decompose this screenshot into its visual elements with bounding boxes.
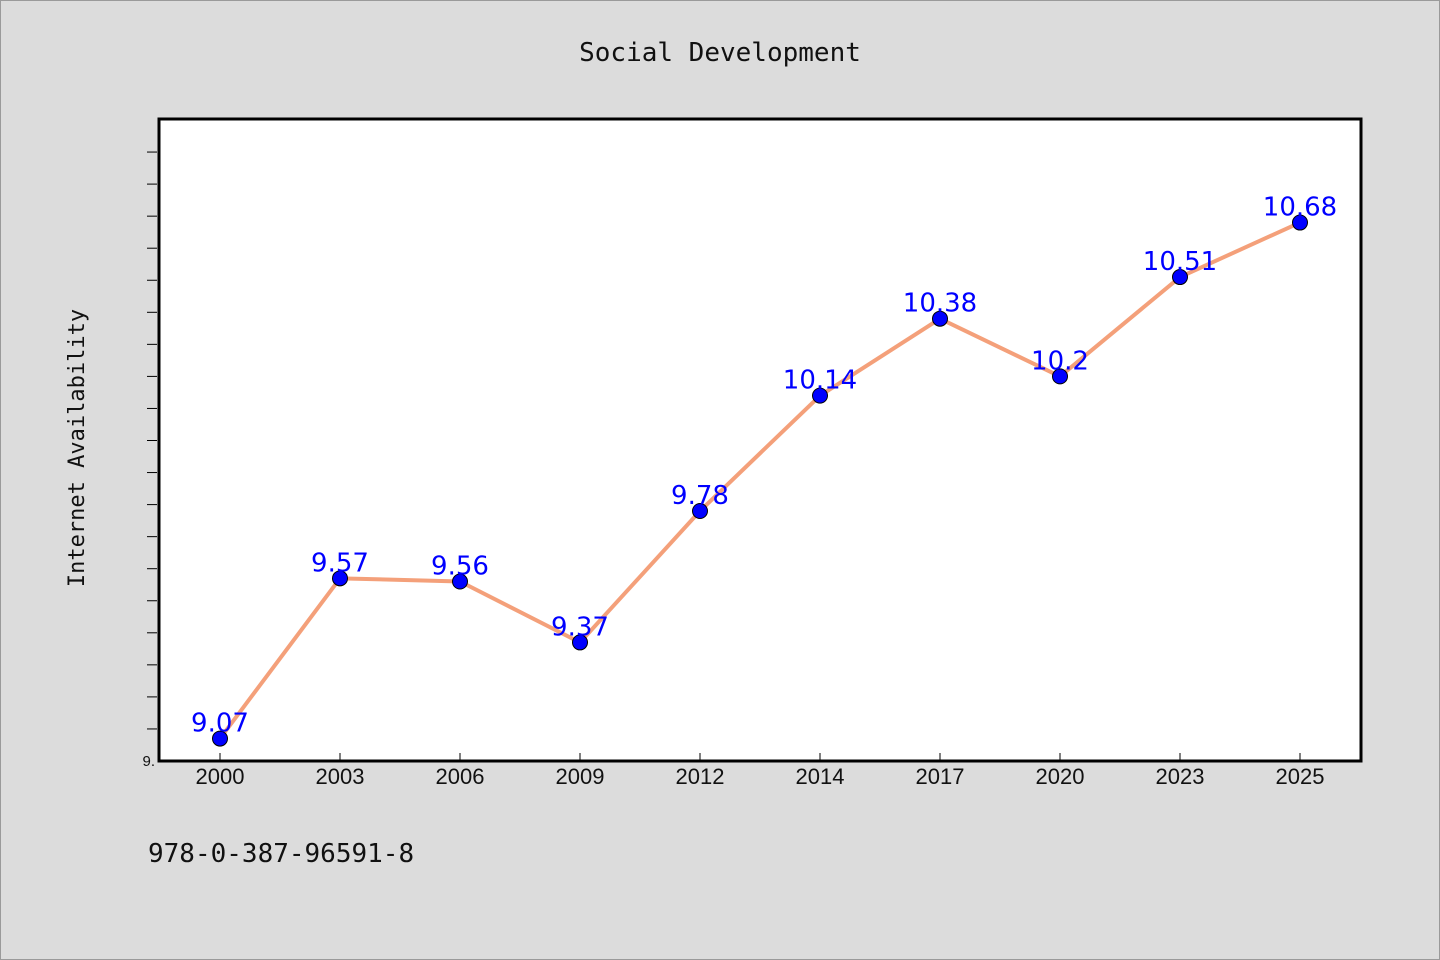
data-label: 10.2 bbox=[1031, 346, 1089, 376]
data-point-marker bbox=[212, 730, 228, 747]
data-label: 10.51 bbox=[1143, 247, 1217, 277]
data-point-marker bbox=[932, 310, 948, 327]
x-tick-label: 2017 bbox=[916, 764, 965, 789]
x-tick-label: 2023 bbox=[1156, 764, 1205, 789]
data-label-layer: 9.07 9.57 9.56 9.37 9.78 10.14 10.38 10.2 10.51 1… bbox=[191, 193, 1337, 739]
data-label: 10.14 bbox=[783, 366, 857, 396]
series-layer bbox=[212, 214, 1308, 747]
data-point-marker bbox=[332, 570, 348, 587]
x-axis-ticks: 2000 2003 2006 2009 2012 2014 2017 2020 2023 2025 bbox=[196, 753, 1325, 789]
series-line bbox=[218, 220, 1302, 741]
x-tick-label: 2014 bbox=[796, 764, 845, 789]
data-point-marker bbox=[1052, 368, 1068, 385]
x-tick-label: 2025 bbox=[1276, 764, 1325, 789]
data-label: 9.07 bbox=[191, 709, 249, 739]
plot-area bbox=[157, 117, 1363, 763]
y-axis-ticks: 9. bbox=[142, 151, 157, 770]
data-label: 10.38 bbox=[903, 289, 977, 319]
data-label: 10.68 bbox=[1263, 193, 1337, 223]
x-tick-label: 2000 bbox=[196, 764, 245, 789]
footnote-isbn: 978-0-387-96591-8 bbox=[148, 839, 414, 869]
data-point-marker bbox=[692, 503, 708, 520]
data-point-marker bbox=[812, 387, 828, 404]
chart-title: Social Development bbox=[579, 38, 861, 68]
data-point-marker bbox=[572, 634, 588, 651]
x-tick-label: 2003 bbox=[316, 764, 365, 789]
data-label: 9.37 bbox=[551, 612, 609, 642]
data-point-marker bbox=[452, 573, 468, 590]
x-tick-label: 2009 bbox=[556, 764, 605, 789]
y-axis-label: Internet Availability bbox=[65, 309, 90, 587]
y-tick-label: 9. bbox=[142, 753, 155, 770]
data-label: 9.56 bbox=[431, 552, 489, 582]
x-tick-label: 2020 bbox=[1036, 764, 1085, 789]
data-label: 9.57 bbox=[311, 548, 369, 578]
data-point-marker bbox=[1172, 269, 1188, 286]
data-point-marker bbox=[1292, 214, 1308, 231]
x-tick-label: 2006 bbox=[436, 764, 485, 789]
x-tick-label: 2012 bbox=[676, 764, 725, 789]
data-label: 9.78 bbox=[671, 481, 729, 511]
